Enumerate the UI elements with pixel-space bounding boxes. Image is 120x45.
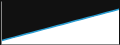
area-above	[1, 1, 119, 41]
plot	[1, 1, 120, 45]
chart	[0, 0, 120, 45]
x-axis-line	[2, 44, 120, 45]
x-axis	[2, 44, 120, 45]
background	[0, 0, 120, 45]
y-axis	[1, 2, 2, 45]
marks	[1, 1, 119, 44]
y-axis-line	[1, 2, 2, 45]
line	[1, 9, 119, 40]
